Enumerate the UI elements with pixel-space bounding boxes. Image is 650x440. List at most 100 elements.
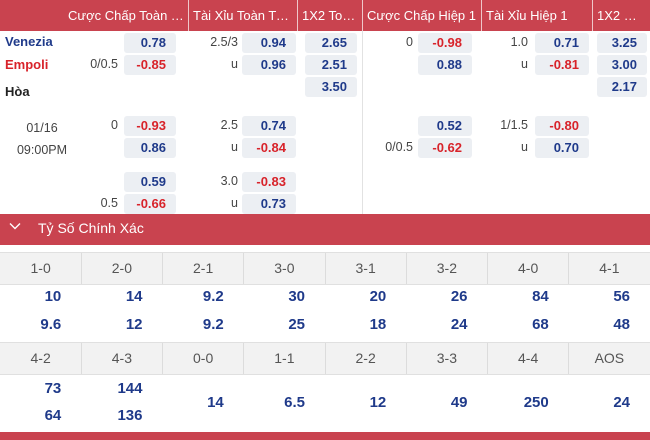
cell-divider — [81, 253, 82, 284]
score-odds[interactable]: 9.2 — [202, 288, 224, 305]
score-label: 2-0 — [111, 260, 132, 276]
score-odds[interactable]: 136 — [117, 407, 143, 424]
header-divider — [592, 0, 593, 31]
line-label: u — [521, 140, 528, 154]
score-odds[interactable]: 144 — [117, 380, 143, 397]
draw-label: Hòa — [5, 84, 30, 99]
cell-divider — [325, 253, 326, 284]
odds-cell[interactable]: 3.25 — [597, 33, 647, 53]
score-odds[interactable]: 73 — [44, 380, 62, 397]
odds-cell[interactable]: -0.80 — [535, 116, 589, 136]
odds-cell[interactable]: 0.78 — [124, 33, 176, 53]
line-label: 2.5/3 — [210, 35, 238, 49]
odds-cell[interactable]: 0.94 — [242, 33, 296, 53]
score-odds[interactable]: 20 — [369, 288, 387, 305]
odds-cell[interactable]: 2.65 — [305, 33, 357, 53]
odds-cell[interactable]: -0.62 — [418, 138, 472, 158]
score-odds[interactable]: 10 — [44, 288, 62, 305]
header-divider — [297, 0, 298, 31]
score-odds[interactable]: 24 — [450, 316, 468, 333]
cell-divider — [81, 343, 82, 374]
odds-cell[interactable]: 0.71 — [535, 33, 589, 53]
line-label: 0 — [111, 118, 118, 132]
score-odds[interactable]: 84 — [532, 288, 549, 305]
cell-divider — [406, 343, 407, 374]
col-1x2-h1[interactable]: 1X2 Hiệp 1 — [597, 8, 650, 23]
score-odds[interactable]: 12 — [369, 394, 387, 411]
odds-cell[interactable]: 0.73 — [242, 194, 296, 214]
odds-header: Cược Chấp Toàn Trận Tài Xỉu Toàn Trận 1X… — [0, 0, 650, 31]
score-label: 3-1 — [355, 260, 376, 276]
score-odds[interactable]: 18 — [369, 316, 387, 333]
score-odds[interactable]: 56 — [613, 288, 630, 305]
line-label: u — [231, 57, 238, 71]
away-team[interactable]: Empoli — [5, 57, 49, 72]
odds-cell[interactable]: 2.51 — [305, 55, 357, 75]
score-odds[interactable]: 25 — [288, 316, 305, 333]
col-asian-handicap-h1[interactable]: Cược Chấp Hiệp 1 — [367, 8, 476, 23]
score-label: 4-1 — [599, 260, 620, 276]
score-label: 4-4 — [518, 350, 539, 366]
odds-cell[interactable]: 0.59 — [124, 172, 176, 192]
column-divider — [362, 31, 363, 214]
line-label: 2.5 — [220, 118, 238, 132]
odds-cell[interactable]: -0.85 — [124, 55, 176, 75]
line-label: u — [231, 196, 238, 210]
odds-cell[interactable]: 0.74 — [242, 116, 296, 136]
correct-score-header[interactable]: Tỷ Số Chính Xác — [0, 214, 650, 245]
odds-cell[interactable]: 0.52 — [418, 116, 472, 136]
match-date: 01/16 — [26, 121, 58, 135]
home-team[interactable]: Venezia — [5, 34, 53, 49]
line-label: 3.0 — [220, 174, 238, 188]
cell-divider — [325, 343, 326, 374]
cell-divider — [243, 253, 244, 284]
header-divider — [188, 0, 189, 31]
line-label: 0/0.5 — [385, 140, 413, 154]
line-label: 0/0.5 — [90, 57, 118, 71]
score-odds[interactable]: 49 — [450, 394, 468, 411]
cell-divider — [568, 343, 569, 374]
odds-cell[interactable]: -0.83 — [242, 172, 296, 192]
odds-cell[interactable]: 3.00 — [597, 55, 647, 75]
odds-cell[interactable]: 0.86 — [124, 138, 176, 158]
score-odds[interactable]: 24 — [613, 394, 630, 411]
odds-cell[interactable]: 3.50 — [305, 77, 357, 97]
odds-cell[interactable]: 0.88 — [418, 55, 472, 75]
score-label: 1-1 — [274, 350, 295, 366]
score-odds[interactable]: 68 — [532, 316, 549, 333]
score-odds[interactable]: 14 — [207, 394, 224, 411]
odds-cell[interactable]: -0.93 — [124, 116, 176, 136]
score-odds[interactable]: 64 — [44, 407, 62, 424]
score-odds[interactable]: 6.5 — [284, 394, 305, 411]
score-odds[interactable]: 26 — [450, 288, 468, 305]
col-1x2-full[interactable]: 1X2 Toàn Trận — [302, 8, 362, 23]
col-asian-handicap-full[interactable]: Cược Chấp Toàn Trận — [68, 8, 188, 23]
odds-cell[interactable]: -0.84 — [242, 138, 296, 158]
score-odds[interactable]: 48 — [613, 316, 630, 333]
odds-cell[interactable]: -0.98 — [418, 33, 472, 53]
score-label: 4-2 — [30, 350, 51, 366]
cell-divider — [162, 343, 163, 374]
score-odds[interactable]: 9.2 — [202, 316, 224, 333]
odds-cell[interactable]: -0.66 — [124, 194, 176, 214]
odds-cell[interactable]: -0.81 — [535, 55, 589, 75]
odds-cell[interactable]: 0.96 — [242, 55, 296, 75]
col-over-under-h1[interactable]: Tài Xỉu Hiệp 1 — [486, 8, 568, 23]
score-label: 3-0 — [274, 260, 295, 276]
score-odds[interactable]: 14 — [125, 288, 143, 305]
score-odds[interactable]: 12 — [125, 316, 143, 333]
odds-cell[interactable]: 0.70 — [535, 138, 589, 158]
cell-divider — [568, 253, 569, 284]
score-label: 4-0 — [518, 260, 539, 276]
cell-divider — [243, 343, 244, 374]
score-odds[interactable]: 9.6 — [40, 316, 62, 333]
section-title: Tỷ Số Chính Xác — [38, 220, 144, 236]
chevron-down-icon[interactable] — [9, 220, 21, 235]
score-odds[interactable]: 250 — [523, 394, 549, 411]
line-label: u — [231, 140, 238, 154]
score-label: 0-0 — [193, 350, 214, 366]
score-label: AOS — [594, 350, 625, 366]
odds-cell[interactable]: 2.17 — [597, 77, 647, 97]
col-over-under-full[interactable]: Tài Xỉu Toàn Trận — [193, 8, 295, 23]
score-odds[interactable]: 30 — [288, 288, 305, 305]
